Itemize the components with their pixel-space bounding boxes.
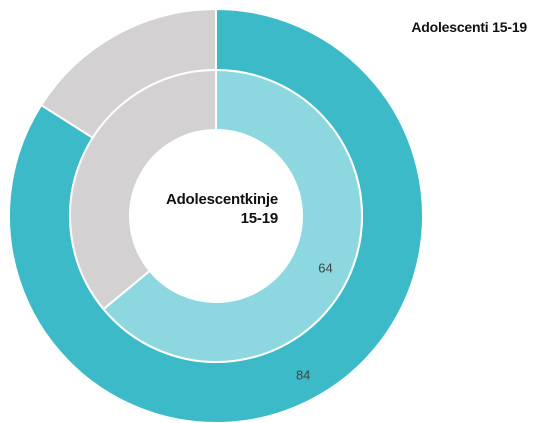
inner-slice-remainder xyxy=(69,68,217,311)
center-label: Adolescentkinje 15-19 xyxy=(130,190,278,228)
inner-slice-value xyxy=(102,68,363,363)
inner-value-label: 64 xyxy=(318,261,332,276)
center-label-line-1: Adolescentkinje xyxy=(165,191,278,208)
inner-ring xyxy=(69,68,363,363)
value-labels: 84 64 xyxy=(296,261,333,383)
outer-value-label: 84 xyxy=(296,368,310,383)
outer-ring-label: Adolescenti 15-19 xyxy=(411,19,527,35)
center-label-line-2: 15-19 xyxy=(240,210,279,227)
